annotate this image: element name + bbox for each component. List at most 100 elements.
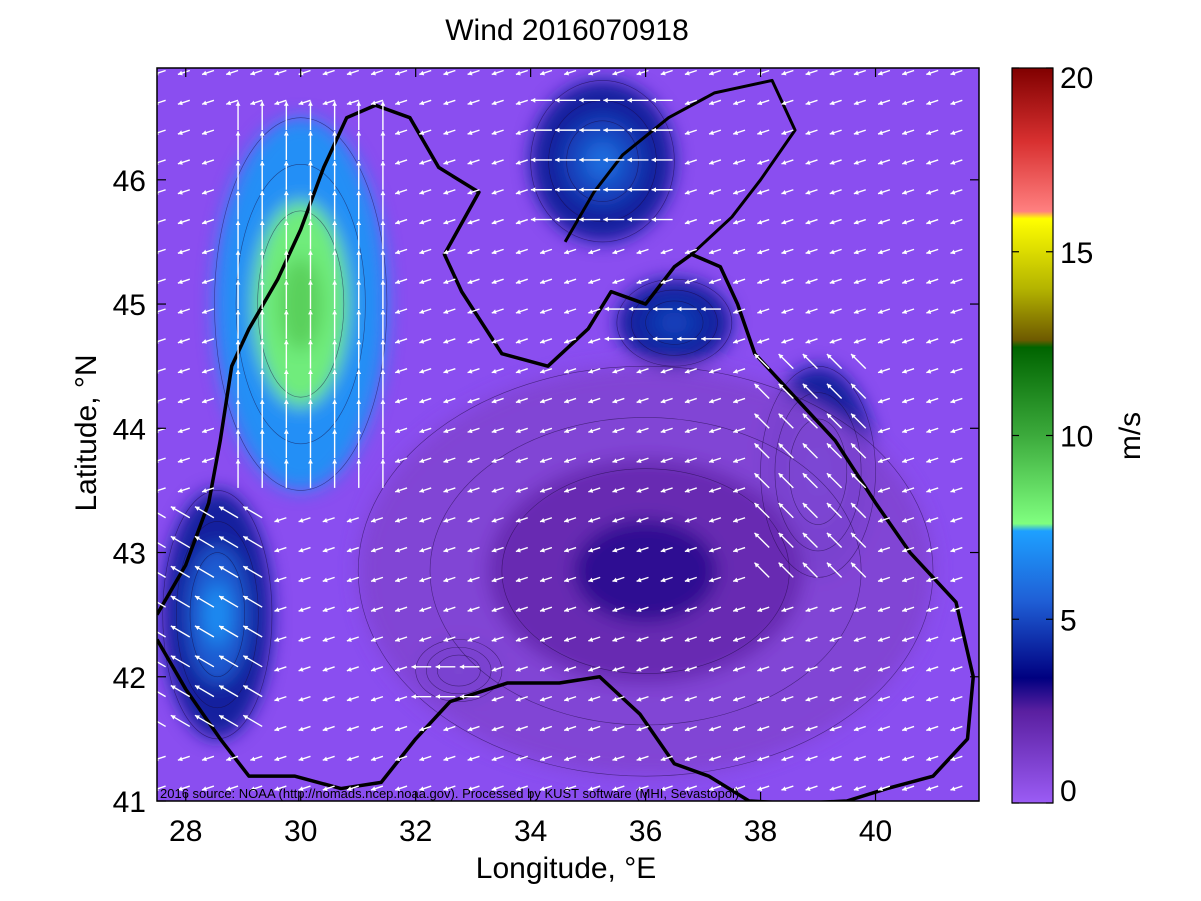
wind-vector-head [371,70,376,76]
wind-vector-shaft [157,720,166,728]
wind-vector-head [555,97,560,103]
wind-vector-head [308,459,313,464]
wind-vector-head [628,336,634,342]
wind-vector-head [371,100,376,106]
wind-vector-head [419,279,425,285]
wind-vector-shaft [157,571,166,578]
wind-vector-head [684,458,690,463]
wind-vector-head [950,309,956,314]
wind-vector-head [243,596,249,601]
wind-vector-head [308,160,313,166]
wind-vector-head [298,547,304,553]
wind-vector-head [627,157,632,163]
wind-vector-head [757,190,763,195]
plot-frame [156,67,980,802]
contour-line [415,639,503,702]
wind-vector-head [259,131,265,136]
wind-vector-head [491,398,497,404]
wind-vector-head [588,726,594,732]
wind-vector-head [202,219,207,225]
wind-vector-head [467,756,473,762]
wind-vector-head [684,428,690,434]
wind-vector-head [147,596,152,600]
wind-vector-head [878,786,883,791]
wind-vector-head [219,596,225,601]
wind-vector-head [805,190,811,195]
wind-vector-head [853,339,859,344]
wind-vector-head [540,547,545,553]
wind-vector-head [346,518,352,523]
wind-vector-head [515,577,521,583]
wind-vector-head [754,353,760,359]
wind-vector-head [878,160,883,165]
wind-vector-head [851,443,856,449]
wind-vector-head [826,353,832,359]
wind-vector-head [778,562,784,568]
wind-vector-head [356,369,362,375]
wind-vector-head [733,70,739,76]
wind-vector-head [308,399,313,404]
wind-vector-head [419,309,425,314]
wind-vector-head [202,100,207,106]
wind-vector-head [194,685,200,690]
wind-vector-head [177,368,183,374]
wind-vector-head [540,696,545,702]
wind-vector-head [701,306,706,312]
wind-vector-head [419,726,425,732]
wind-vector-head [660,488,666,493]
wind-vector-head [346,726,352,732]
wind-vector-head [950,547,956,553]
wind-vector-shaft [157,631,166,638]
wind-vector-head [380,160,386,166]
wind-vector-head [853,667,859,672]
wind-vector-shaft [157,218,166,224]
wind-vector-head [588,279,594,285]
wind-vector-head [588,577,594,583]
wind-vector-head [878,518,883,523]
wind-vector-head [802,503,808,508]
wind-vector-head [612,607,618,613]
wind-vector-head [308,339,313,345]
wind-vector-head [274,667,280,672]
wind-vector-head [604,336,610,342]
wind-vector-head [851,532,856,538]
wind-vector-head [147,685,152,689]
wind-vector-head [757,100,763,106]
wind-vector-head [636,70,642,76]
wind-vector-head [243,566,249,571]
wind-vector-head [443,398,449,404]
y-tick-label: 41 [113,786,146,819]
wind-vector-head [308,280,313,285]
wind-vector-head [274,607,280,613]
wind-vector-head [467,190,473,195]
wind-vector-head [709,249,714,255]
wind-vector-head [540,518,545,523]
wind-vector-head [805,726,811,732]
wind-vector-head [878,756,883,762]
wind-vector-head [259,220,265,225]
wind-vector-head [636,577,642,583]
wind-vector-head [491,607,497,613]
wind-vector-head [371,518,376,523]
wind-vector-head [259,101,265,106]
speed-field [162,80,934,777]
wind-vector-head [579,97,584,103]
wind-vector-head [380,459,386,464]
wind-vector-head [781,607,787,613]
wind-vector-head [754,562,760,568]
wind-vector-head [322,70,328,76]
wind-vector-head [491,309,497,314]
wind-vector-head [395,786,401,791]
wind-vector-head [515,726,521,732]
wind-vector-head [467,160,473,165]
wind-vector-head [778,353,784,359]
wind-vector-head [684,130,690,135]
wind-vector-head [878,309,883,314]
wind-vector-head [733,368,739,374]
wind-vector-head [851,413,856,419]
wind-vector-head [636,696,642,702]
wind-vector-head [950,637,956,642]
wind-vector-shaft [157,367,166,373]
wind-vector-head [202,279,207,285]
wind-vector-head [467,428,473,434]
